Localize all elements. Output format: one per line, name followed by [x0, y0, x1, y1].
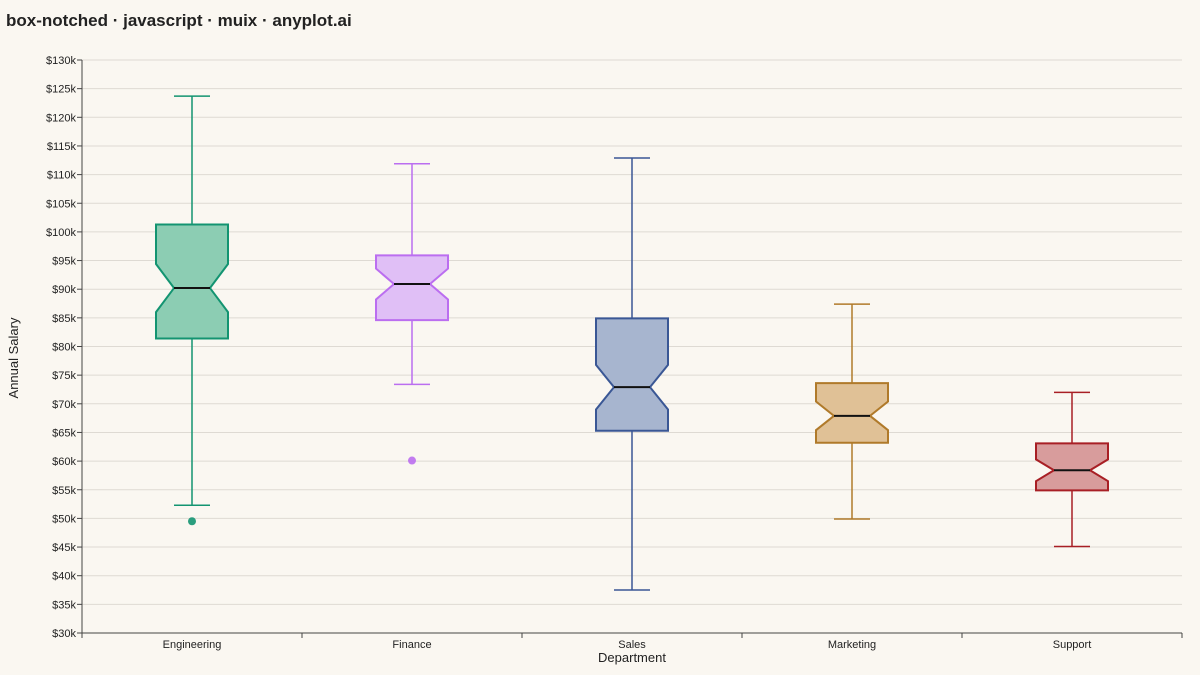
y-tick-label: $110k — [47, 170, 77, 182]
y-tick-label: $75k — [52, 370, 76, 382]
notched-box — [815, 382, 889, 444]
box-sales — [595, 157, 669, 591]
y-tick-label: $125k — [46, 84, 76, 96]
notched-box — [595, 317, 669, 432]
y-tick-label: $40k — [52, 571, 76, 583]
box-layer — [155, 95, 1109, 591]
y-tick-label: $35k — [52, 599, 76, 611]
x-axis-label: Department — [598, 650, 666, 665]
x-tick-label: Marketing — [828, 639, 876, 651]
notched-box — [155, 223, 229, 340]
notched-box — [375, 254, 449, 322]
y-tick-label: $65k — [52, 427, 76, 439]
y-tick-label: $130k — [46, 55, 76, 67]
axis-layer: $30k $35k $40k $45k $50k $55k $60k $65k $70k $75k… — [46, 55, 1183, 651]
x-tick-label: Support — [1053, 639, 1092, 651]
y-tick-label: $55k — [52, 485, 76, 497]
box-marketing — [815, 303, 889, 520]
y-tick-label: $60k — [52, 456, 76, 468]
y-tick-label: $50k — [52, 513, 76, 525]
y-tick-label: $120k — [46, 112, 76, 124]
y-tick-label: $30k — [52, 628, 76, 640]
outlier-point — [408, 456, 416, 465]
notched-box — [1035, 442, 1109, 492]
x-tick-label: Sales — [618, 639, 646, 651]
box-finance — [375, 162, 449, 465]
x-tick-label: Finance — [392, 639, 431, 651]
y-tick-label: $45k — [52, 542, 76, 554]
y-tick-label: $95k — [52, 256, 76, 268]
box-support — [1035, 391, 1109, 548]
y-tick-label: $70k — [52, 399, 76, 411]
x-tick-label: Engineering — [163, 639, 222, 651]
y-tick-label: $100k — [46, 227, 76, 239]
chart-title: box-notched · javascript · muix · anyplo… — [6, 11, 352, 30]
y-tick-label: $85k — [52, 313, 76, 325]
outlier-point — [188, 517, 196, 526]
y-tick-label: $105k — [46, 198, 76, 210]
y-tick-label: $80k — [52, 342, 76, 354]
y-tick-label: $90k — [52, 284, 76, 296]
y-axis-label: Annual Salary — [6, 317, 21, 398]
y-tick-label: $115k — [47, 141, 77, 153]
box-engineering — [155, 95, 229, 526]
